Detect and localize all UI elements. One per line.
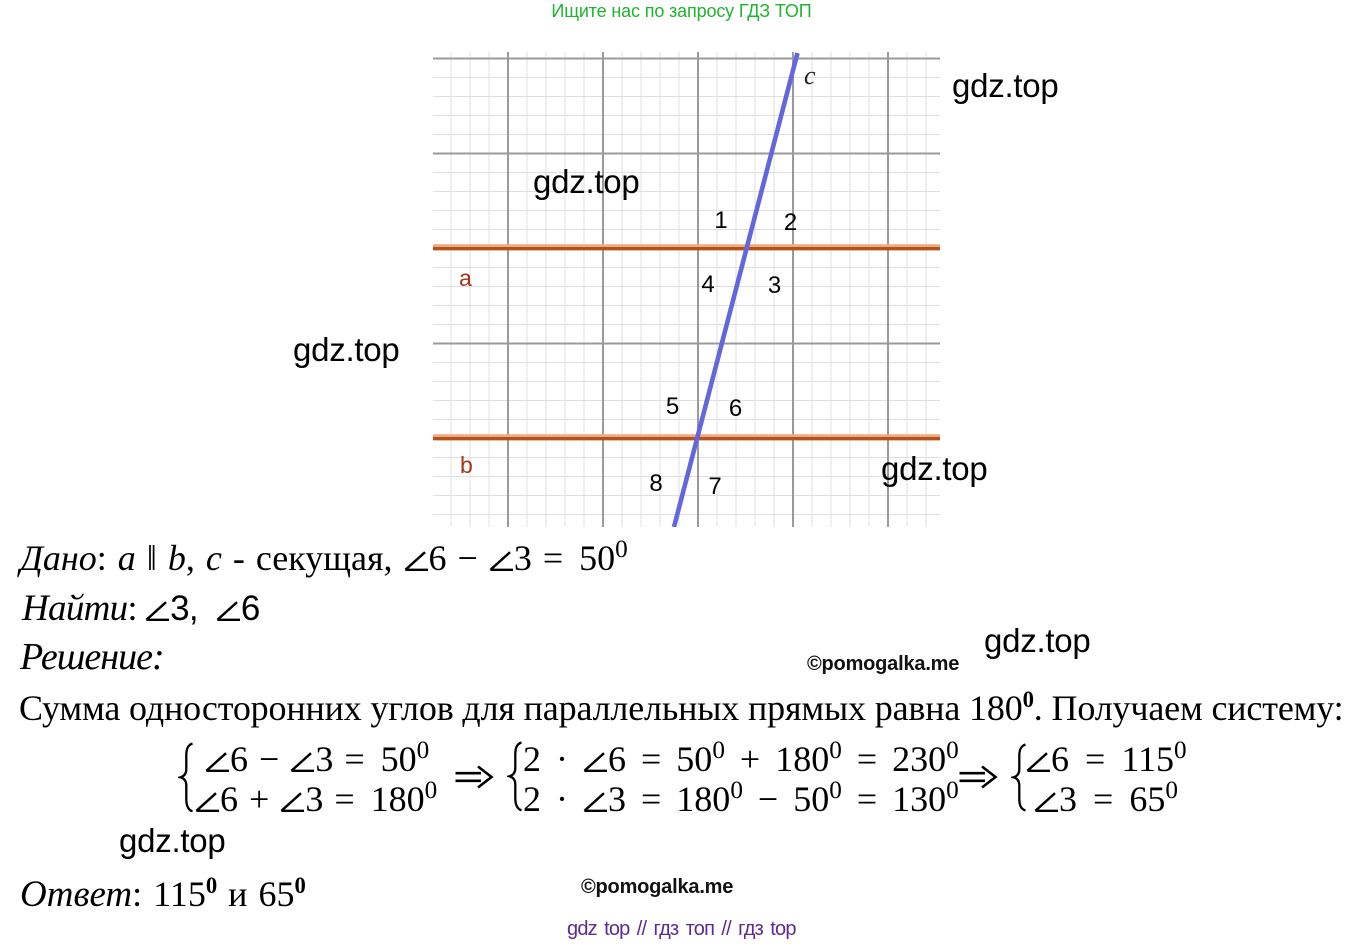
svg-text:a: a — [459, 265, 472, 291]
svg-text:1: 1 — [714, 207, 727, 234]
svg-text:3: 3 — [768, 272, 781, 299]
svg-text:5: 5 — [666, 393, 679, 420]
svg-text:2: 2 — [784, 209, 797, 236]
svg-text:4: 4 — [701, 271, 714, 298]
svg-text:6: 6 — [729, 395, 742, 422]
svg-text:7: 7 — [708, 473, 721, 500]
svg-text:c: c — [804, 61, 816, 90]
svg-text:8: 8 — [649, 470, 662, 497]
svg-text:b: b — [460, 452, 473, 478]
